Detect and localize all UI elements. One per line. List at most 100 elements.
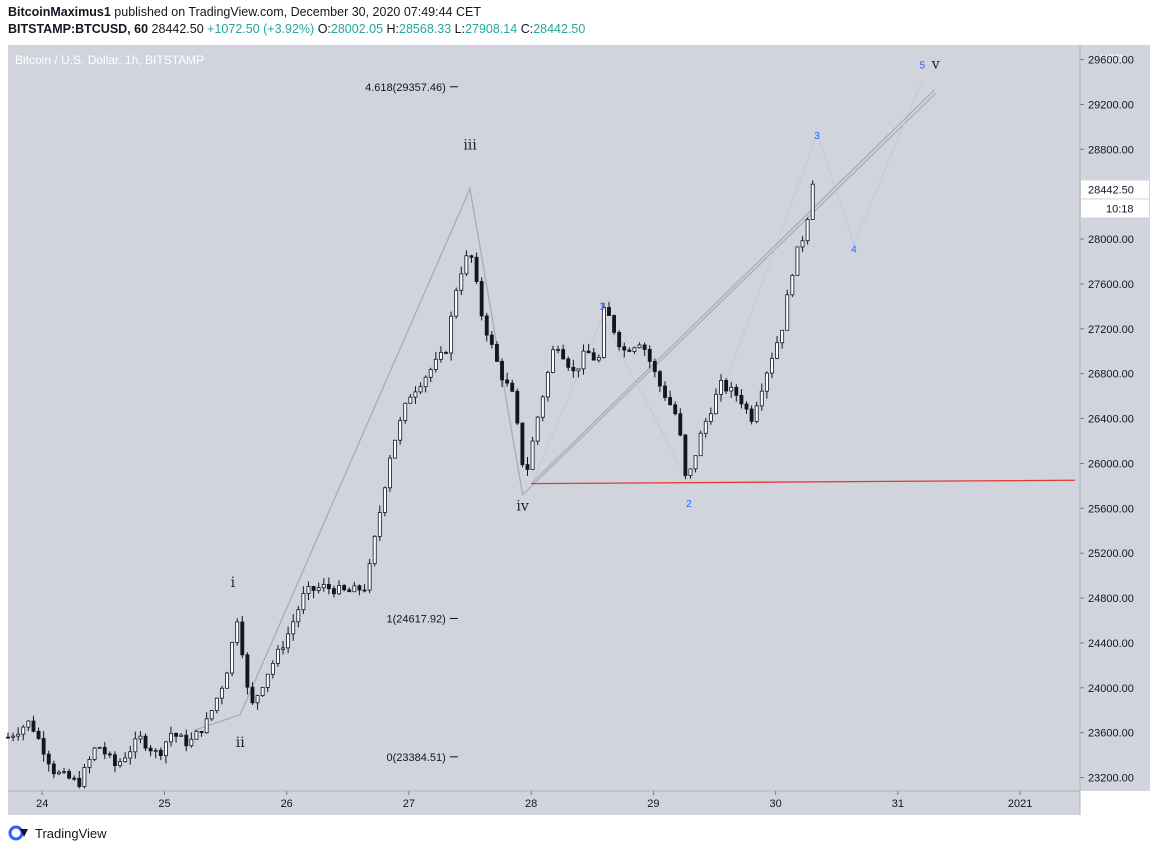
candle-body <box>627 349 632 352</box>
candle-body <box>225 672 229 689</box>
candle-body <box>688 468 693 476</box>
candle-body <box>495 344 499 362</box>
plot-area[interactable] <box>8 45 1080 791</box>
candle-body <box>540 396 545 418</box>
support-line[interactable] <box>531 479 1076 485</box>
candle-body <box>31 720 36 732</box>
ohlc-line: BITSTAMP:BTCUSD, 60 28442.50 +1072.50 (+… <box>8 22 585 36</box>
candle-body <box>418 386 423 393</box>
candle-body <box>194 730 199 740</box>
candle-body <box>403 402 408 421</box>
candle-body <box>739 394 744 405</box>
sub-wave-label: 2 <box>686 499 692 510</box>
candle-body <box>489 334 494 345</box>
candle-body <box>357 585 362 591</box>
candle-body <box>805 219 810 242</box>
wave-label: i <box>231 575 236 591</box>
candle-body <box>219 687 224 699</box>
candle-body <box>133 738 138 753</box>
candle-body <box>800 240 805 248</box>
candle-body <box>393 439 398 459</box>
last-price-label: 28442.50 <box>1088 184 1134 196</box>
x-tick-label: 26 <box>281 798 293 810</box>
candle-body <box>72 777 77 780</box>
y-tick-label: 26400.00 <box>1088 414 1134 426</box>
candle-body <box>240 621 245 656</box>
candle-body <box>556 349 560 351</box>
candle-body <box>77 777 82 787</box>
countdown-tag <box>1081 199 1149 218</box>
candle-body <box>26 720 31 728</box>
candle-body <box>250 686 255 704</box>
candle-body <box>296 609 301 623</box>
candle-body <box>754 405 759 422</box>
tradingview-brand: TradingView <box>35 825 107 841</box>
tradingview-footer[interactable]: TradingView <box>8 825 107 841</box>
candle-body <box>780 329 785 344</box>
candle-body <box>311 586 316 591</box>
candle-body <box>601 307 606 358</box>
candle-body <box>612 315 617 333</box>
candle-body <box>642 344 647 350</box>
candle-body <box>286 633 291 649</box>
x-tick-label: 28 <box>525 798 537 810</box>
candle-body <box>510 382 515 392</box>
candle-body <box>520 422 525 466</box>
y-tick-label: 23200.00 <box>1088 773 1134 785</box>
low-label: L: <box>454 22 466 36</box>
candle-body <box>372 535 377 565</box>
candle-body <box>678 413 683 436</box>
candle-body <box>97 746 102 749</box>
candle-body <box>21 726 26 735</box>
candle-body <box>423 376 428 388</box>
last-price: 28442.50 <box>151 22 204 36</box>
candle-body <box>163 741 168 756</box>
currency-label: USD <box>1100 53 1123 65</box>
fib-level-label: 0(23384.51) <box>386 752 445 764</box>
candle-body <box>107 753 112 756</box>
candle-body <box>714 393 718 415</box>
candle-body <box>326 583 331 590</box>
author-name[interactable]: BitcoinMaximus1 <box>8 5 111 19</box>
candle-body <box>265 673 270 688</box>
x-tick-label: 29 <box>647 798 659 810</box>
candle-body <box>622 346 627 351</box>
symbol-label: BITSTAMP:BTCUSD, 60 <box>8 22 149 36</box>
candle-body <box>596 357 601 361</box>
candle-body <box>82 767 87 787</box>
candle-body <box>479 281 484 317</box>
candle-body <box>413 391 418 398</box>
candle-body <box>230 642 235 674</box>
candle-body <box>57 771 61 775</box>
candle-body <box>535 416 540 442</box>
countdown-label: 10:18 <box>1106 203 1134 215</box>
close-label: C: <box>520 22 534 36</box>
candle-body <box>525 464 530 470</box>
sub-wave-label: 1 <box>599 302 605 313</box>
candle-body <box>189 738 194 747</box>
candle-body <box>62 771 66 773</box>
candle-body <box>729 386 734 392</box>
candle-body <box>67 771 72 779</box>
fib-level-label: 1(24617.92) <box>386 613 445 625</box>
candle-body <box>617 331 622 348</box>
time-axis[interactable] <box>8 791 1080 815</box>
candle-body <box>362 589 367 592</box>
candle-body <box>6 736 10 739</box>
candle-body <box>515 390 520 424</box>
chart-title: Bitcoin / U.S. Dollar, 1h, BITSTAMP <box>15 53 204 67</box>
candle-body <box>388 457 392 489</box>
candle-body <box>321 583 326 589</box>
y-tick-label: 24000.00 <box>1088 683 1134 695</box>
candle-body <box>113 754 117 767</box>
y-tick-label: 28800.00 <box>1088 144 1134 156</box>
y-tick-label: 29200.00 <box>1088 99 1134 111</box>
candle-body <box>474 256 479 282</box>
sub-wave-label: 5 <box>920 61 926 72</box>
y-tick-label: 23600.00 <box>1088 728 1134 740</box>
price-axis[interactable] <box>1080 45 1150 791</box>
candle-body <box>398 420 403 441</box>
tradingview-logo-icon <box>8 825 28 841</box>
candle-body <box>484 315 489 336</box>
